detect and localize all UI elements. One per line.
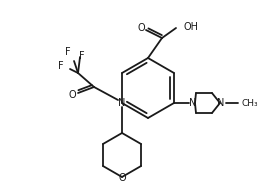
Text: N: N [118,98,126,108]
Text: N: N [189,98,197,108]
Text: O: O [68,90,76,100]
Text: CH₃: CH₃ [242,99,259,108]
Text: F: F [79,51,85,61]
Text: O: O [137,23,145,33]
Text: F: F [65,47,71,57]
Text: O: O [118,173,126,183]
Text: F: F [58,61,64,71]
Text: OH: OH [184,22,199,32]
Text: N: N [217,98,225,108]
